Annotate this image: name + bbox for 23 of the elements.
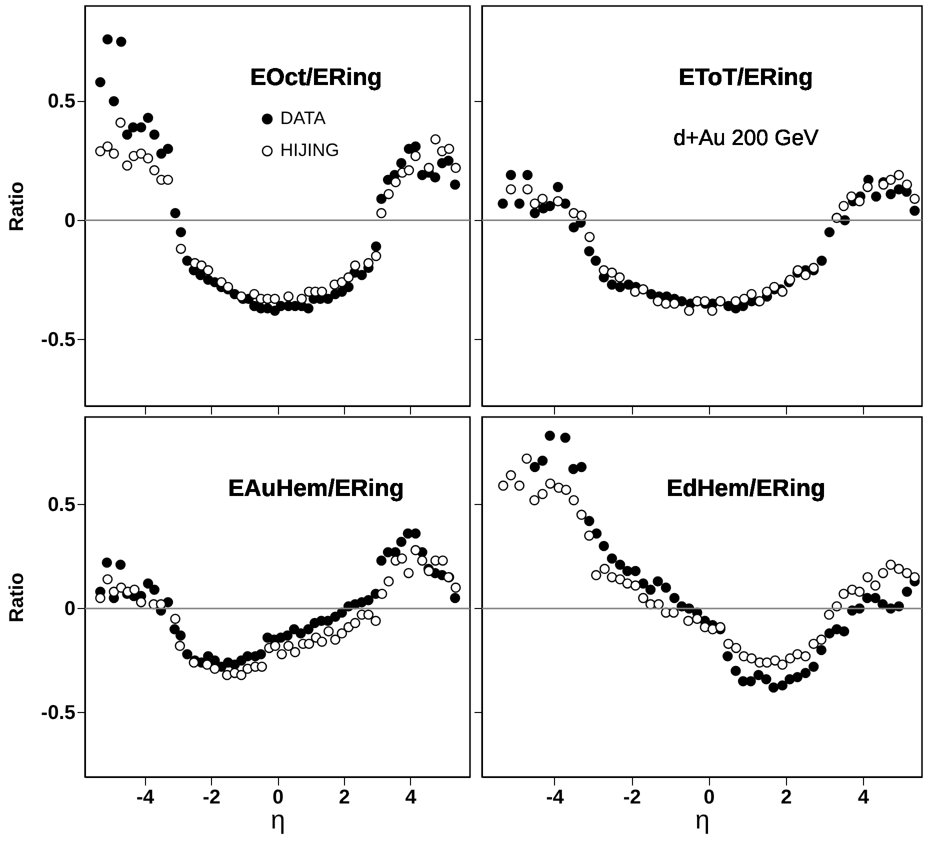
text: EToT/ERing bbox=[678, 64, 814, 91]
x-tick-label: 2 bbox=[338, 786, 350, 808]
text: EOct/ERing bbox=[250, 64, 382, 91]
x-tick-label: -4 bbox=[136, 786, 156, 808]
y-axis-title: Ratio bbox=[6, 182, 28, 232]
y-tick-label: 0 bbox=[64, 210, 76, 232]
annotation: d+Au 200 GeV bbox=[674, 125, 819, 150]
x-tick-label: 4 bbox=[405, 786, 418, 808]
text: EAuHem/ERing bbox=[228, 475, 404, 502]
x-tick-label: 2 bbox=[780, 786, 792, 808]
x-tick-label: 4 bbox=[858, 786, 870, 808]
y-tick-label: 0.5 bbox=[48, 494, 76, 516]
x-tick-label: -4 bbox=[546, 786, 565, 808]
y-axis-title: Ratio bbox=[6, 572, 28, 622]
text: EdHem/ERing bbox=[666, 475, 826, 502]
x-tick-label: -2 bbox=[623, 786, 642, 808]
x-tick-label: -2 bbox=[202, 786, 221, 808]
y-tick-label: -0.5 bbox=[41, 328, 76, 351]
y-tick-label: 0 bbox=[64, 598, 76, 620]
legend-label: HIJING bbox=[280, 140, 340, 160]
y-tick-label: 0.5 bbox=[48, 90, 76, 113]
legend-label: DATA bbox=[280, 108, 326, 128]
y-tick-label: -0.5 bbox=[41, 702, 76, 724]
